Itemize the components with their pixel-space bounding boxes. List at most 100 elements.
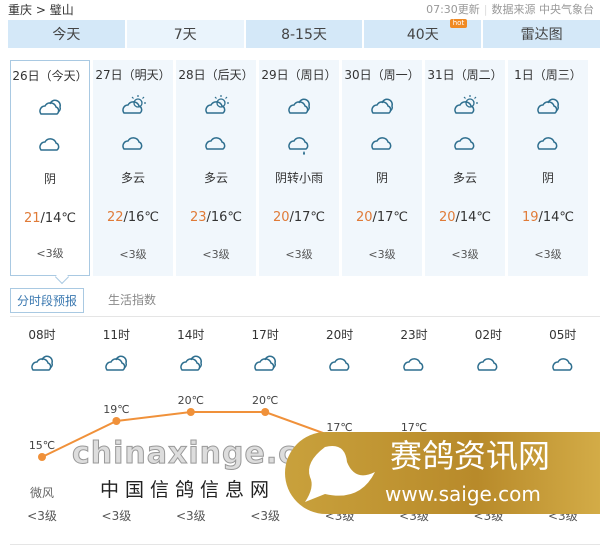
daily-forecast: 26日（今天） 阴 21/14℃ <3级 27日（明天） 多云 22/16℃ <3级 28日（后… <box>10 60 588 285</box>
hourly-temp-chart: 15℃ 19℃ 20℃ 20℃ 17℃ 17℃ <box>29 394 427 461</box>
hour-time: 02时 <box>474 328 503 342</box>
breadcrumb-province[interactable]: 重庆 <box>8 3 33 17</box>
hour-icon <box>86 350 146 380</box>
watermark-chinese: 中国信鸽信息网 <box>100 479 276 501</box>
temp-line <box>41 411 414 458</box>
hour-wind: <3级 <box>101 509 132 523</box>
temp-point <box>335 435 344 443</box>
tab-label: 40天 <box>406 27 439 43</box>
light-rain-icon <box>288 137 309 155</box>
hour-icon <box>310 350 370 380</box>
high-temp: 19 <box>521 210 539 225</box>
day-card[interactable]: 26日（今天） 阴 21/14℃ <3级 <box>10 60 90 285</box>
day-date: 27日（明天） <box>95 68 171 82</box>
temp-label: 20℃ <box>252 394 278 407</box>
tab-1[interactable]: 7天 <box>126 20 244 48</box>
partly-cloudy-day-icon <box>205 95 229 114</box>
header-bar: 重庆 > 璧山 07:30更新 | 数据来源 中央气象台 <box>8 2 594 18</box>
day-card[interactable]: 30日（周一） 阴 20/17℃ <3级 <box>342 60 422 276</box>
temp-point <box>261 408 270 416</box>
hour-icon <box>235 350 295 380</box>
high-temp: 20 <box>355 210 373 225</box>
day-date: 1日（周三） <box>514 68 582 82</box>
divider <box>10 316 600 317</box>
day-date: 31日（周二） <box>427 68 503 82</box>
subtab-0[interactable]: 分时段预报 <box>10 288 85 313</box>
temp-label: 15℃ <box>29 439 55 452</box>
overcast-icon <box>288 98 310 114</box>
temp-label: 19℃ <box>103 403 129 416</box>
partly-cloudy-day-icon <box>122 95 146 114</box>
hour-wind: <3级 <box>473 509 504 523</box>
day-temp: 23/16℃ <box>176 210 256 225</box>
high-temp: 23 <box>189 210 207 225</box>
day-card[interactable]: 31日（周二） 多云 20/14℃ <3级 <box>425 60 505 276</box>
tab-4[interactable]: 雷达图 <box>483 20 600 48</box>
overcast-icon <box>371 98 393 114</box>
low-temp: /17℃ <box>372 210 409 225</box>
low-temp: /14℃ <box>455 210 492 225</box>
breadcrumb: 重庆 > 璧山 <box>8 2 74 18</box>
hour-wind: <3级 <box>399 509 429 523</box>
cloudy-night-icon <box>552 356 573 371</box>
divider <box>10 544 600 545</box>
cloudy-night-icon <box>39 136 60 151</box>
hour-time: 23时 <box>400 328 428 342</box>
day-wind: <3级 <box>36 247 64 260</box>
high-temp: 20 <box>438 210 456 225</box>
temp-label: 20℃ <box>178 394 204 407</box>
tab-label: 雷达图 <box>520 27 563 43</box>
day-date: 28日（后天） <box>178 68 254 82</box>
hour-time: 20时 <box>325 328 354 342</box>
day-card[interactable]: 1日（周三） 阴 19/14℃ <3级 <box>508 60 588 276</box>
overcast-icon <box>537 98 559 114</box>
day-card[interactable]: 28日（后天） 多云 23/16℃ <3级 <box>176 60 256 276</box>
day-weather: 阴 <box>541 171 554 185</box>
temp-point <box>410 435 418 443</box>
overcast-icon <box>105 355 128 371</box>
partly-cloudy-night-icon <box>205 135 226 150</box>
breadcrumb-city: 璧山 <box>49 3 74 17</box>
hour-wind: <3级 <box>250 509 281 523</box>
day-weather: 多云 <box>203 171 228 185</box>
temp-label: 17℃ <box>326 421 352 434</box>
day-temp: 21/14℃ <box>11 211 89 226</box>
high-temp: 22 <box>106 210 124 225</box>
day-wind: <3级 <box>451 248 479 261</box>
day-card[interactable]: 29日（周日） 阴转小雨 20/17℃ <3级 <box>259 60 339 276</box>
temp-point <box>112 417 121 425</box>
day-weather: 阴 <box>43 172 56 186</box>
tab-2[interactable]: 8-15天 <box>245 20 363 48</box>
tab-0[interactable]: 今天 <box>8 20 125 48</box>
hour-time: 14时 <box>177 328 205 342</box>
day-date: 29日（周日） <box>261 68 337 82</box>
day-temp: 20/14℃ <box>425 210 505 225</box>
low-temp: /14℃ <box>538 210 575 225</box>
hour-time: 17时 <box>251 328 279 342</box>
hour-wind: <3级 <box>27 509 57 523</box>
cloudy-night-icon <box>537 135 558 150</box>
subtab-1[interactable]: 生活指数 <box>108 293 157 307</box>
day-weather: 阴转小雨 <box>274 171 323 185</box>
forecast-tabs: 今天 7天 8-15天 40天 hot 雷达图 <box>8 19 600 48</box>
day-weather: 阴 <box>375 171 388 185</box>
tab-label: 今天 <box>52 27 81 43</box>
cloudy-night-icon <box>477 356 498 371</box>
overcast-icon <box>254 355 277 371</box>
hour-time: 08时 <box>28 328 56 342</box>
day-wind: <3级 <box>534 248 562 261</box>
day-weather: 多云 <box>452 171 477 185</box>
breadcrumb-separator: > <box>35 3 46 17</box>
day-date: 26日（今天） <box>12 69 88 83</box>
selected-pointer <box>54 269 70 285</box>
tab-3[interactable]: 40天 hot <box>364 19 482 48</box>
partly-cloudy-night-icon <box>454 135 475 150</box>
day-card[interactable]: 27日（明天） 多云 22/16℃ <3级 <box>93 60 173 276</box>
temp-point <box>186 408 195 416</box>
tab-label: 7天 <box>173 27 197 43</box>
update-time: 07:30更新 <box>426 3 480 16</box>
hour-time: 11时 <box>102 328 131 342</box>
hour-icon <box>12 350 72 380</box>
data-source: 数据来源 中央气象台 <box>491 3 595 16</box>
hour-time: 05时 <box>549 328 577 342</box>
